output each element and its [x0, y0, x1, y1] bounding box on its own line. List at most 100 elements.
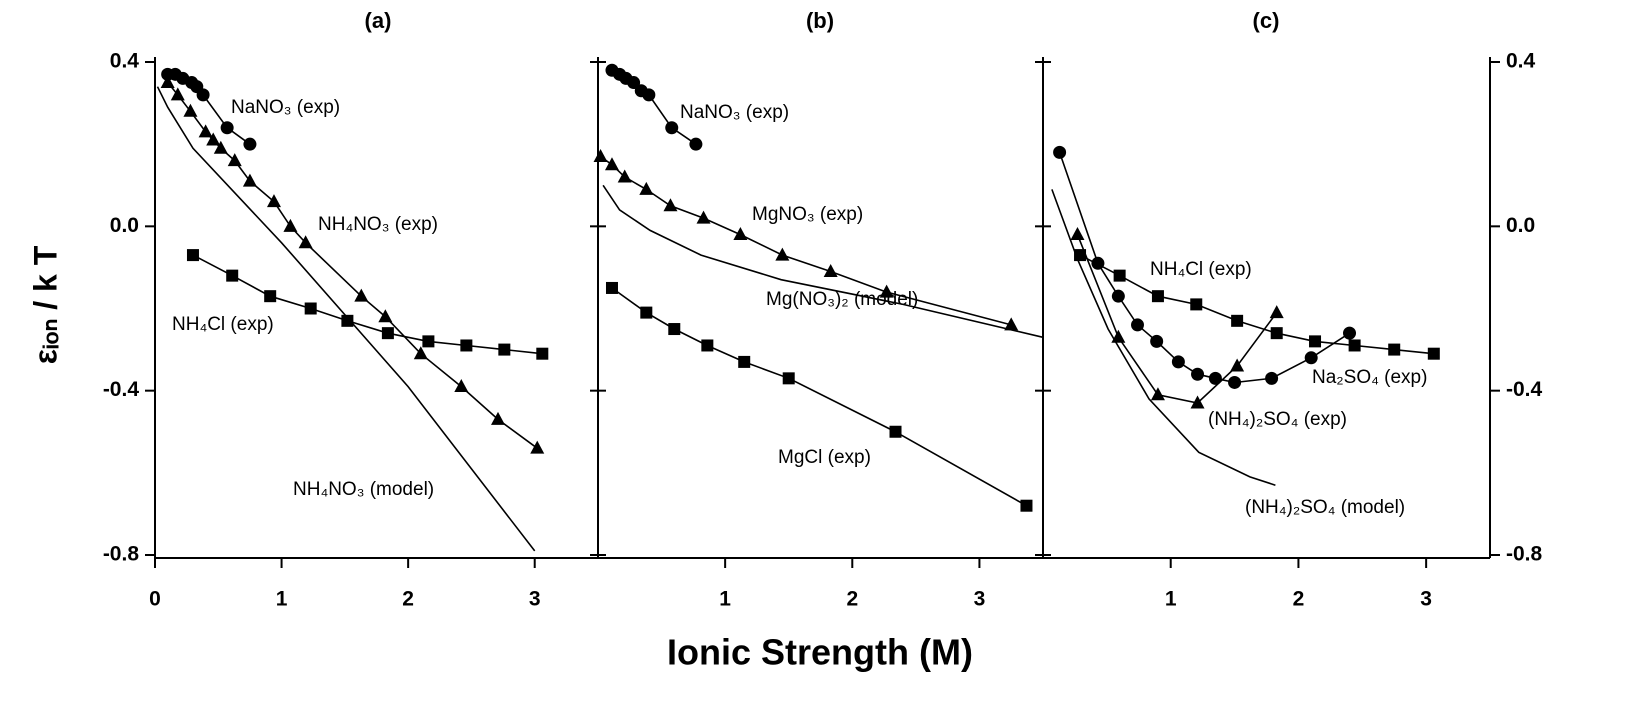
marker-circle — [627, 76, 641, 90]
marker-square — [1270, 327, 1283, 340]
marker-circle — [689, 137, 703, 151]
series-label: NH₄Cl (exp) — [172, 314, 274, 335]
marker-triangle — [1150, 387, 1165, 401]
series-line — [602, 184, 1044, 339]
marker-circle — [1304, 351, 1318, 365]
marker-circle — [1111, 289, 1125, 303]
y-tick-label: 0.4 — [1506, 50, 1536, 73]
marker-square — [1427, 347, 1440, 360]
marker-triangle — [413, 346, 428, 360]
series-line — [611, 287, 1027, 507]
marker-triangle — [593, 148, 608, 162]
series-label: NaNO₃ (exp) — [231, 97, 340, 118]
series-label: NH₄NO₃ (model) — [293, 479, 434, 500]
marker-triangle — [183, 103, 198, 117]
marker-circle — [1091, 256, 1105, 270]
series-line — [156, 86, 536, 552]
series-label: (NH₄)₂SO₄ (exp) — [1208, 409, 1347, 430]
marker-triangle — [160, 75, 175, 89]
marker-circle — [642, 88, 656, 102]
series-label: MgCl (exp) — [778, 447, 871, 468]
marker-square — [668, 323, 681, 336]
x-tick-label: 2 — [846, 588, 858, 611]
marker-circle — [220, 121, 234, 135]
panel-title: (c) — [1253, 8, 1280, 33]
series-label: Na₂SO₄ (exp) — [1312, 367, 1427, 388]
y-tick-label: 0.0 — [1506, 214, 1535, 237]
series-line — [1079, 254, 1434, 355]
marker-triangle — [378, 309, 393, 323]
x-tick-label: 2 — [402, 588, 414, 611]
marker-square — [1309, 335, 1322, 348]
marker-triangle — [1269, 305, 1284, 319]
marker-triangle — [283, 218, 298, 232]
marker-triangle — [170, 87, 185, 101]
marker-circle — [1053, 145, 1067, 159]
panel-title: (a) — [365, 8, 392, 33]
marker-triangle — [663, 198, 678, 212]
x-tick-label: 3 — [529, 588, 541, 611]
y-axis-label: εᵢₒₙ / k T — [27, 245, 63, 364]
x-tick-label: 0 — [149, 588, 161, 611]
x-tick-label: 3 — [974, 588, 986, 611]
marker-triangle — [617, 169, 632, 183]
marker-square — [422, 335, 435, 348]
marker-triangle — [775, 247, 790, 261]
marker-square — [460, 339, 473, 352]
y-tick-label: 0.4 — [110, 50, 140, 73]
marker-triangle — [604, 157, 619, 171]
marker-circle — [1343, 326, 1357, 340]
marker-square — [304, 302, 317, 315]
marker-triangle — [454, 379, 469, 393]
marker-triangle — [198, 124, 213, 138]
marker-circle — [243, 137, 257, 151]
marker-triangle — [298, 235, 313, 249]
y-tick-label: -0.4 — [103, 378, 140, 401]
marker-square — [186, 249, 199, 262]
marker-triangle — [1230, 358, 1245, 372]
marker-square — [1388, 343, 1401, 356]
series-label: NH₄Cl (exp) — [1150, 259, 1252, 280]
marker-square — [536, 347, 549, 360]
marker-square — [498, 343, 511, 356]
marker-circle — [196, 88, 210, 102]
marker-triangle — [354, 288, 369, 302]
series-label: Mg(NO₃)₂ (model) — [766, 289, 918, 310]
series-label: (NH₄)₂SO₄ (model) — [1245, 497, 1405, 518]
series-label: NH₄NO₃ (exp) — [318, 214, 438, 235]
marker-square — [605, 281, 618, 294]
marker-square — [1151, 290, 1164, 303]
series-line — [1051, 189, 1276, 486]
marker-triangle — [879, 284, 894, 298]
series-line — [192, 254, 543, 355]
marker-triangle — [1004, 317, 1019, 331]
x-tick-label: 1 — [719, 588, 731, 611]
marker-triangle — [491, 411, 506, 425]
marker-square — [1190, 298, 1203, 311]
marker-square — [701, 339, 714, 352]
marker-square — [1020, 499, 1033, 512]
x-tick-label: 2 — [1293, 588, 1305, 611]
marker-triangle — [213, 140, 228, 154]
marker-triangle — [823, 264, 838, 278]
marker-square — [640, 306, 653, 319]
marker-square — [782, 372, 795, 385]
marker-circle — [1171, 355, 1185, 369]
marker-circle — [1191, 367, 1205, 381]
series-line — [167, 81, 538, 449]
marker-triangle — [530, 440, 545, 454]
marker-square — [889, 425, 902, 438]
marker-triangle — [266, 194, 281, 208]
marker-triangle — [639, 181, 654, 195]
x-tick-label: 3 — [1420, 588, 1432, 611]
series-label: MgNO₃ (exp) — [752, 204, 863, 225]
panel-title: (b) — [806, 8, 834, 33]
marker-square — [1348, 339, 1361, 352]
x-tick-label: 1 — [276, 588, 288, 611]
marker-triangle — [696, 210, 711, 224]
marker-triangle — [733, 227, 748, 241]
marker-square — [1113, 269, 1126, 282]
marker-square — [341, 314, 354, 327]
marker-square — [381, 327, 394, 340]
